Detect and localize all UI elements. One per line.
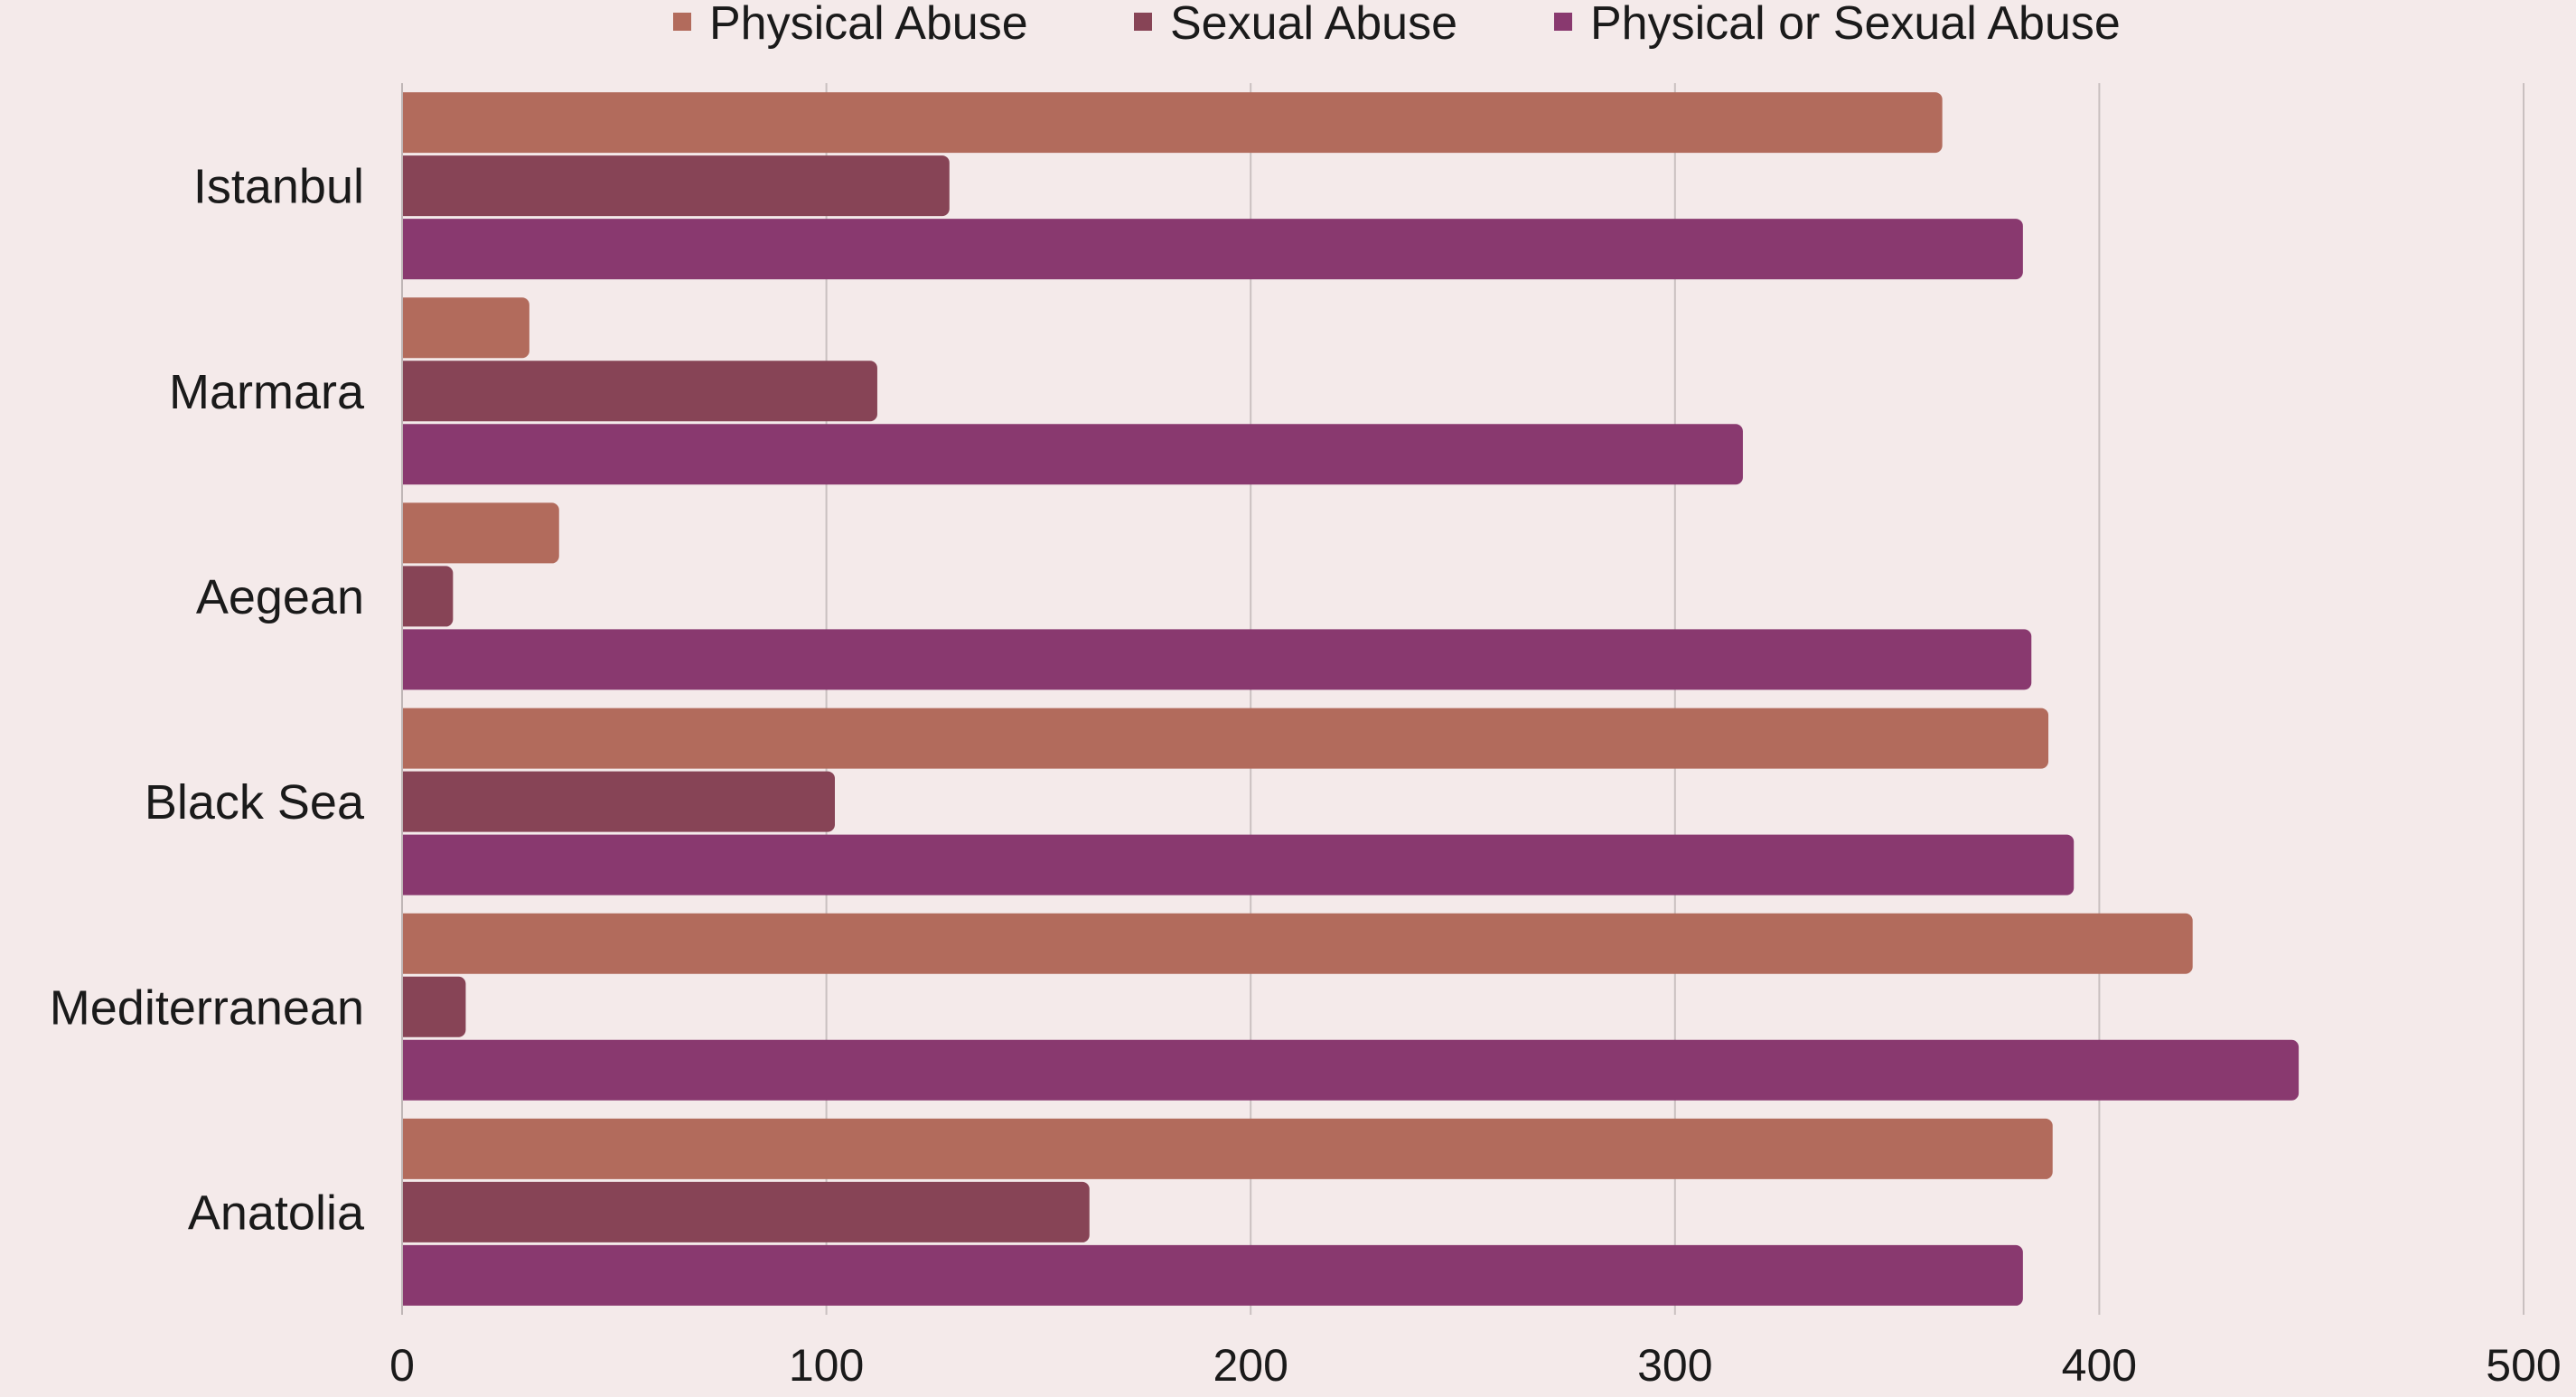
legend-label-sexual-abuse: Sexual Abuse bbox=[1170, 0, 1457, 50]
bar-anatolia-physical-or-sexual-abuse bbox=[395, 1244, 2023, 1306]
x-tick-label-100: 100 bbox=[789, 1340, 864, 1391]
legend-swatch-physical-or-sexual-abuse bbox=[1554, 13, 1572, 31]
category-label-aegean: Aegean bbox=[196, 570, 364, 624]
bar-marmara-sexual-abuse bbox=[395, 361, 877, 422]
bar-black-sea-sexual-abuse bbox=[395, 771, 835, 832]
category-label-black-sea: Black Sea bbox=[145, 775, 365, 830]
bar-anatolia-physical-abuse bbox=[395, 1118, 2053, 1179]
bar-marmara-physical-or-sexual-abuse bbox=[395, 424, 1743, 485]
category-label-anatolia: Anatolia bbox=[188, 1186, 365, 1240]
bar-marmara-physical-abuse bbox=[395, 297, 529, 359]
bar-istanbul-sexual-abuse bbox=[395, 155, 950, 217]
category-label-istanbul: Istanbul bbox=[193, 160, 364, 214]
legend-label-physical-or-sexual-abuse: Physical or Sexual Abuse bbox=[1590, 0, 2121, 50]
bar-istanbul-physical-or-sexual-abuse bbox=[395, 219, 2023, 280]
x-tick-label-500: 500 bbox=[2486, 1340, 2561, 1391]
bar-black-sea-physical-or-sexual-abuse bbox=[395, 834, 2075, 895]
bar-aegean-sexual-abuse bbox=[395, 566, 454, 627]
bar-aegean-physical-or-sexual-abuse bbox=[395, 629, 2032, 690]
bar-mediterranean-physical-or-sexual-abuse bbox=[395, 1039, 2300, 1101]
axis-mask bbox=[393, 83, 402, 1315]
legend: Physical Abuse Sexual Abuse Physical or Se… bbox=[673, 0, 2121, 50]
legend-swatch-physical-abuse bbox=[673, 13, 691, 31]
bar-anatolia-sexual-abuse bbox=[395, 1181, 1090, 1242]
bar-istanbul-physical-abuse bbox=[395, 92, 1943, 154]
x-tick-label-300: 300 bbox=[1637, 1340, 1712, 1391]
x-tick-label-0: 0 bbox=[389, 1340, 415, 1391]
category-label-mediterranean: Mediterranean bbox=[50, 980, 364, 1035]
legend-swatch-sexual-abuse bbox=[1134, 13, 1152, 31]
bars-layer bbox=[393, 83, 2300, 1315]
bar-aegean-physical-abuse bbox=[395, 502, 559, 564]
bar-mediterranean-sexual-abuse bbox=[395, 976, 466, 1037]
x-tick-label-400: 400 bbox=[2062, 1340, 2137, 1391]
x-tick-label-200: 200 bbox=[1213, 1340, 1288, 1391]
grid-layer bbox=[825, 83, 2524, 1315]
category-label-marmara: Marmara bbox=[169, 365, 365, 419]
legend-label-physical-abuse: Physical Abuse bbox=[709, 0, 1028, 50]
bar-black-sea-physical-abuse bbox=[395, 708, 2049, 769]
axis-layer: 0 100 200 300 400 500 Istanbul Marmara Aegean Bla… bbox=[50, 83, 2562, 1391]
bar-mediterranean-physical-abuse bbox=[395, 913, 2193, 974]
